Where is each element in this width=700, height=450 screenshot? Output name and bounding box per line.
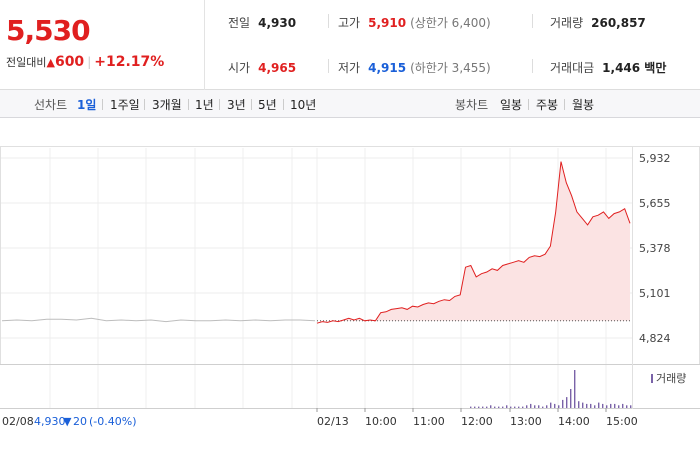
volume-legend-label: 거래량 (656, 372, 686, 385)
volume-bar (518, 406, 520, 408)
volume-bar (594, 405, 596, 408)
prev-day-rate: (-0.40%) (89, 415, 137, 428)
volume-bar (614, 403, 616, 408)
y-tick-label: 5,101 (639, 287, 671, 300)
stat-open: 시가 4,965 (228, 61, 297, 75)
volume-legend-swatch (651, 374, 653, 383)
x-tick-label: 15:00 (606, 415, 638, 428)
volume-bar (570, 389, 572, 408)
period-3y-tab[interactable]: 3년 (227, 98, 246, 112)
volume-bar (506, 405, 508, 408)
volume-bar (510, 406, 512, 408)
volume-bar (542, 406, 544, 408)
volume-bar (586, 403, 588, 408)
down-arrow-icon: ▼ (63, 415, 72, 428)
candle-chart-label: 봉차트 (455, 98, 489, 112)
period-10y-tab[interactable]: 10년 (290, 98, 317, 112)
volume-bar (538, 405, 540, 408)
x-axis-ticks: 02/13 10:00 11:00 12:00 13:00 14:00 15:00 (316, 408, 638, 428)
price-change: 전일대비▲600 | +12.17% (6, 54, 165, 70)
period-3m-tab[interactable]: 3개월 (152, 98, 182, 112)
x-tick-label: 13:00 (510, 415, 542, 428)
chart-period-toolbar: 선차트 1일 1주일 3개월 1년 3년 5년 10년 봉차트 일봉 주봉 월봉 (0, 90, 700, 118)
volume-bar (606, 405, 608, 408)
volume-bar (602, 403, 604, 408)
volume-bar (522, 406, 524, 408)
line-chart-label: 선차트 (34, 98, 68, 112)
volume-bar (554, 403, 556, 408)
change-rate: +12.17% (94, 54, 165, 70)
intraday-price-chart[interactable]: 5,932 5,655 5,378 5,101 4,824 거래량 02/13 10:00… (0, 118, 700, 450)
candle-weekly-tab[interactable]: 주봉 (536, 98, 559, 112)
volume-bar (546, 405, 548, 408)
stat-prev-close: 전일 4,930 (228, 16, 297, 30)
prev-day-date: 02/08 (2, 415, 34, 428)
volume-bar (610, 403, 612, 408)
prev-day-close: 4,930 (34, 415, 66, 428)
candle-daily-tab[interactable]: 일봉 (500, 98, 523, 112)
volume-bar (482, 406, 484, 408)
volume-bar (550, 402, 552, 408)
volume-bar (478, 406, 480, 408)
candle-monthly-tab[interactable]: 월봉 (572, 98, 595, 112)
volume-bar (502, 406, 504, 408)
y-axis-ticks: 5,932 5,655 5,378 5,101 4,824 (639, 152, 671, 345)
change-label: 전일대비 (6, 56, 47, 69)
price-line (316, 161, 631, 324)
volume-bar (470, 406, 472, 408)
y-tick-label: 5,932 (639, 152, 671, 165)
volume-bar (622, 403, 624, 408)
x-tick-label: 10:00 (365, 415, 397, 428)
volume-bar (514, 406, 516, 408)
prev-day-caption: 02/08 4,930 ▼ 20 (-0.40%) (2, 415, 137, 428)
volume-bar (574, 370, 576, 408)
volume-bars (470, 370, 632, 408)
volume-bar (558, 405, 560, 408)
period-1y-tab[interactable]: 1년 (195, 98, 214, 112)
volume-bar (498, 406, 500, 408)
stat-high: 고가 5,910 (상한가 6,400) (338, 16, 491, 30)
x-tick-label: 12:00 (461, 415, 493, 428)
y-tick-label: 4,824 (639, 332, 671, 345)
prev-day-line (1, 317, 316, 323)
x-tick-label: 02/13 (317, 415, 349, 428)
stat-trade-amount: 거래대금 1,446 백만 (550, 61, 667, 75)
change-value: 600 (54, 54, 85, 70)
up-arrow-icon: ▲ (46, 56, 55, 69)
prev-day-change: 20 (73, 415, 87, 428)
x-tick-label: 14:00 (558, 415, 590, 428)
volume-bar (526, 405, 528, 408)
volume-legend: 거래량 (651, 372, 686, 385)
volume-bar (562, 399, 564, 408)
current-price-box: 5,530 전일대비▲600 | +12.17% (0, 0, 205, 90)
volume-bar (590, 403, 592, 408)
volume-bar (490, 405, 492, 408)
volume-bar (618, 405, 620, 408)
volume-bar (630, 405, 632, 408)
volume-bar (578, 401, 580, 408)
volume-bar (486, 406, 488, 408)
period-1d-tab[interactable]: 1일 (77, 98, 97, 112)
current-price: 5,530 (6, 14, 91, 47)
period-1w-tab[interactable]: 1주일 (110, 98, 140, 112)
volume-bar (598, 402, 600, 408)
period-5y-tab[interactable]: 5년 (258, 98, 277, 112)
stat-volume: 거래량 260,857 (550, 16, 646, 30)
volume-bar (474, 406, 476, 408)
volume-bar (566, 397, 568, 408)
y-tick-label: 5,655 (639, 197, 671, 210)
volume-bar (582, 402, 584, 408)
volume-bar (494, 406, 496, 408)
volume-bar (534, 405, 536, 408)
stat-low: 저가 4,915 (하한가 3,455) (338, 61, 491, 75)
price-area-fill (317, 161, 630, 321)
volume-bar (626, 405, 628, 408)
x-tick-label: 11:00 (413, 415, 445, 428)
quote-summary: 5,530 전일대비▲600 | +12.17% 전일 4,930 시가 4,965 고… (0, 0, 700, 90)
volume-bar (530, 403, 532, 408)
y-tick-label: 5,378 (639, 242, 671, 255)
